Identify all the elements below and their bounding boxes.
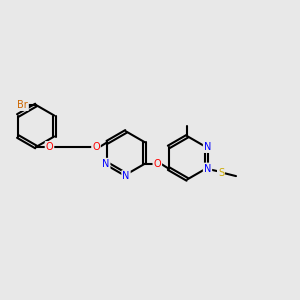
Text: Br: Br	[17, 100, 28, 110]
Text: O: O	[92, 142, 100, 152]
Text: O: O	[154, 159, 161, 169]
Text: S: S	[218, 168, 224, 178]
Text: N: N	[102, 159, 110, 169]
Text: N: N	[204, 164, 211, 174]
Text: N: N	[204, 142, 211, 152]
Text: O: O	[46, 142, 53, 152]
Text: N: N	[122, 171, 130, 181]
